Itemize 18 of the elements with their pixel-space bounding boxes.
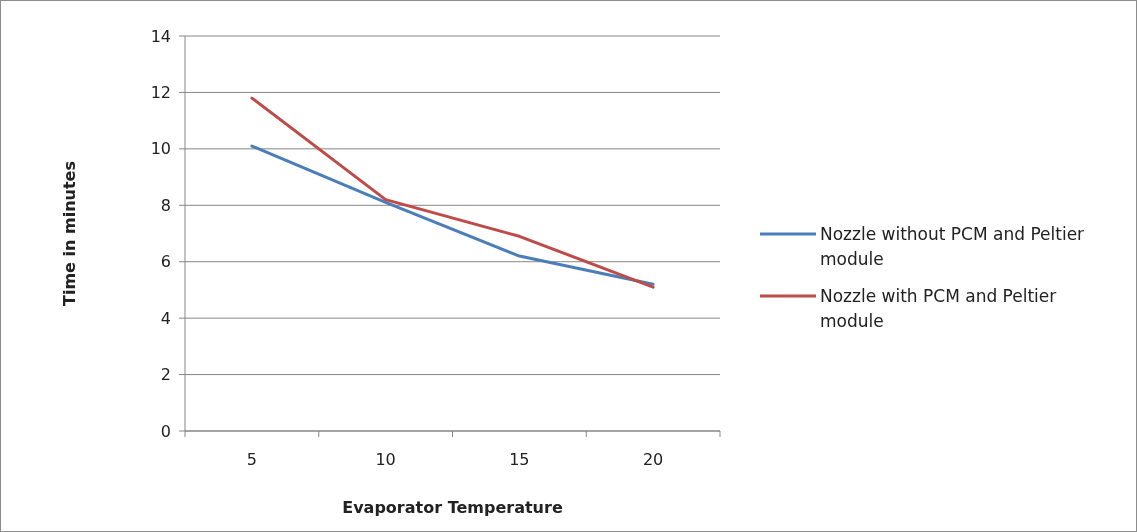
line-series [250, 144, 655, 286]
legend-label: Nozzle with PCM and Peltier module [820, 286, 1062, 331]
y-tick-label: 14 [150, 26, 171, 46]
line-series [250, 96, 655, 289]
y-tick-label: 8 [160, 195, 171, 215]
x-axis-title: Evaporator Temperature [342, 498, 563, 517]
x-tick-label: 15 [509, 450, 530, 469]
y-tick-label: 2 [160, 365, 171, 385]
x-tick-label: 20 [642, 450, 664, 469]
y-tick-label: 12 [150, 83, 171, 103]
y-tick-label: 4 [160, 308, 171, 328]
y-tick-label: 10 [150, 139, 171, 159]
y-tick-label: 0 [160, 421, 171, 441]
y-axis-title: Time in minutes [60, 161, 79, 306]
y-tick-label: 6 [160, 252, 171, 272]
x-tick-label: 10 [375, 450, 396, 469]
x-tick-label: 5 [246, 450, 257, 469]
legend-label: Nozzle without PCM and Peltier module [820, 224, 1090, 269]
